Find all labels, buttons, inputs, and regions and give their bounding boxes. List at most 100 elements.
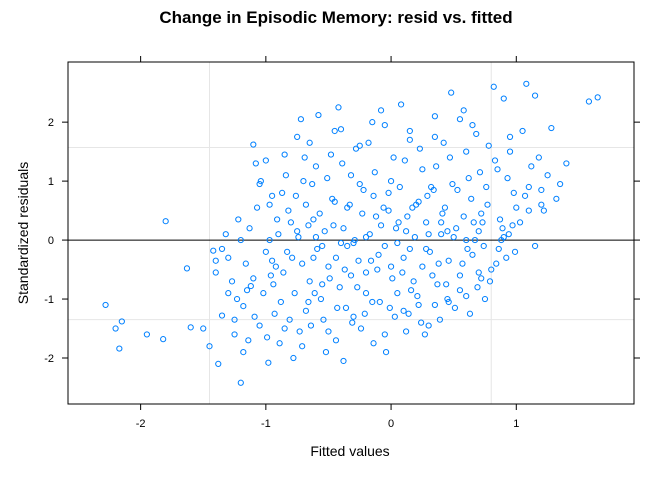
data-point <box>233 295 241 303</box>
data-point <box>468 195 475 202</box>
data-point <box>394 239 401 247</box>
plot-frame <box>67 61 635 405</box>
data-point <box>523 80 530 87</box>
data-point <box>225 254 232 261</box>
data-point <box>419 166 426 173</box>
data-point <box>301 154 308 161</box>
data-point <box>385 189 392 197</box>
data-point <box>409 204 416 211</box>
data-point <box>286 316 293 323</box>
data-point <box>535 154 542 161</box>
data-point <box>385 207 392 214</box>
data-point <box>264 334 271 341</box>
data-point <box>431 301 438 309</box>
data-point <box>350 239 357 247</box>
data-point <box>478 210 485 217</box>
data-point <box>295 234 302 241</box>
data-point <box>381 242 388 250</box>
data-point <box>326 275 333 282</box>
data-point <box>460 213 467 220</box>
data-point <box>471 236 479 244</box>
data-point <box>212 257 219 264</box>
data-point <box>292 192 300 199</box>
data-point <box>506 148 514 155</box>
data-point <box>354 284 361 291</box>
data-point <box>275 231 282 238</box>
data-point <box>325 328 332 335</box>
data-point <box>538 201 545 208</box>
data-point <box>478 275 485 282</box>
data-point <box>183 265 191 272</box>
data-point <box>401 157 408 164</box>
data-point <box>253 204 261 211</box>
data-point <box>553 195 560 202</box>
data-point <box>242 260 249 267</box>
data-point <box>319 242 326 250</box>
data-point <box>222 231 229 238</box>
data-point <box>423 219 430 226</box>
data-point <box>279 189 286 197</box>
data-point <box>340 225 347 232</box>
data-point <box>316 210 323 217</box>
data-point <box>594 94 601 101</box>
data-point <box>387 263 395 270</box>
data-point <box>548 124 555 132</box>
data-point <box>267 272 274 279</box>
data-point <box>513 204 520 211</box>
data-point <box>394 290 401 297</box>
data-point <box>505 231 512 238</box>
data-point <box>243 287 251 294</box>
data-point <box>387 178 395 185</box>
data-point <box>446 154 454 161</box>
data-point <box>266 201 273 208</box>
data-point <box>265 359 272 366</box>
data-point <box>406 136 413 143</box>
data-point <box>511 248 519 255</box>
data-point <box>330 222 337 229</box>
data-point <box>456 116 464 123</box>
data-point <box>162 218 169 225</box>
data-point <box>231 331 238 338</box>
data-point <box>331 127 338 135</box>
data-point <box>311 290 318 297</box>
data-point <box>469 251 476 258</box>
data-point <box>421 331 428 338</box>
data-point <box>404 213 411 220</box>
data-point <box>460 107 467 114</box>
data-point <box>160 336 167 343</box>
data-point <box>240 349 247 356</box>
axis-ticks: -2 -1 0 1 -2 -1 0 1 2 <box>44 56 640 430</box>
data-point <box>531 242 539 250</box>
data-point <box>494 166 501 173</box>
data-point <box>470 219 477 226</box>
data-point <box>321 228 328 235</box>
data-point <box>320 316 327 323</box>
data-point <box>369 119 376 126</box>
data-point <box>319 281 326 288</box>
data-point <box>519 127 526 135</box>
data-point <box>270 281 277 288</box>
data-point <box>361 310 368 317</box>
data-point <box>499 225 506 232</box>
data-point <box>269 257 276 264</box>
data-point <box>350 313 357 320</box>
data-point <box>456 287 464 294</box>
data-point <box>392 225 400 232</box>
data-point <box>356 180 363 188</box>
data-point <box>240 303 247 310</box>
data-point <box>277 298 284 306</box>
x-axis-label: Fitted values <box>310 443 389 459</box>
data-points <box>102 80 601 386</box>
data-point <box>237 236 244 244</box>
y-axis-label: Standardized residuals <box>15 162 31 304</box>
data-point <box>297 116 305 123</box>
data-point <box>294 228 301 235</box>
data-point <box>362 234 370 241</box>
data-point <box>525 183 532 191</box>
data-point <box>312 163 320 170</box>
data-point <box>443 281 450 288</box>
data-point <box>464 245 471 253</box>
data-point <box>349 319 356 326</box>
data-point <box>453 225 460 232</box>
data-point <box>357 325 365 332</box>
